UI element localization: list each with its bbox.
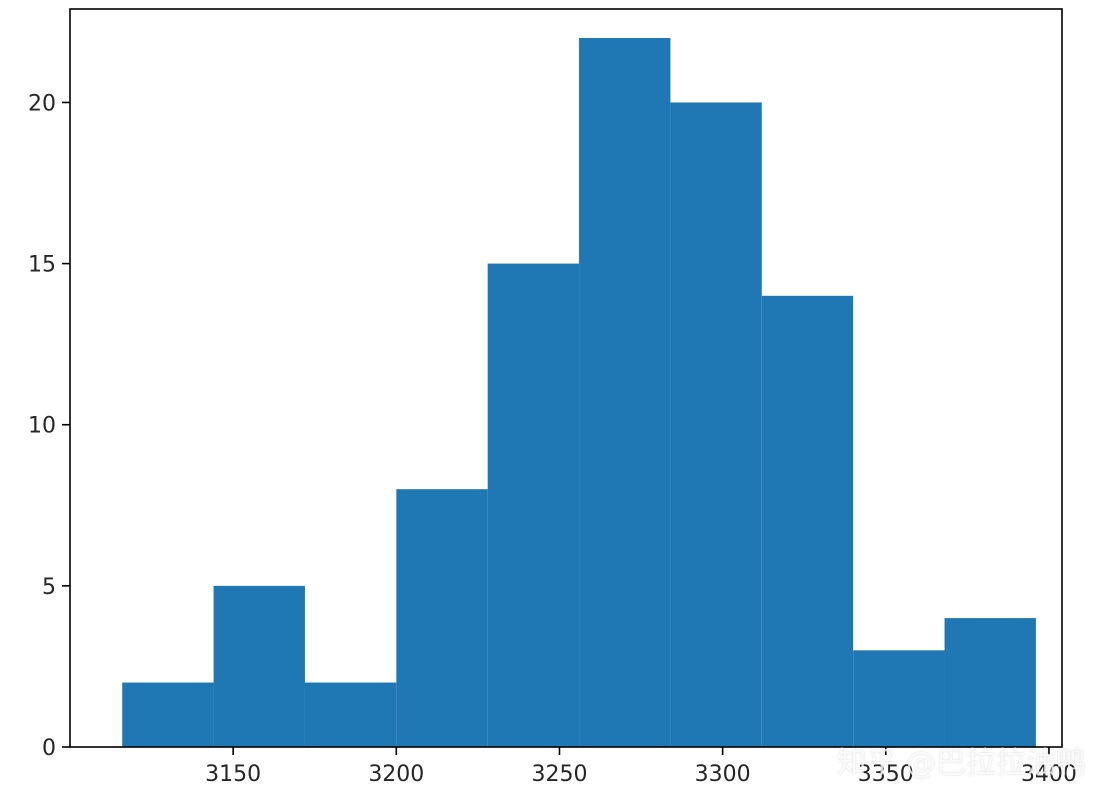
histogram-bar <box>487 263 580 747</box>
watermark-text: 知乎 @巴拉拉油鸭 <box>836 746 1086 781</box>
histogram-bar <box>304 682 397 747</box>
histogram-bar <box>122 682 214 747</box>
y-tick-label: 0 <box>42 736 56 761</box>
x-tick-label: 3150 <box>205 762 261 787</box>
x-tick-label: 3300 <box>695 762 751 787</box>
x-tick-label: 3400 <box>1021 762 1077 787</box>
histogram-bar <box>670 102 762 748</box>
bars-group <box>122 38 1036 748</box>
histogram-bar <box>213 585 305 747</box>
y-tick-label: 20 <box>28 91 56 116</box>
axes-frame <box>69 8 1063 748</box>
histogram-bar <box>853 650 945 747</box>
x-tick-label: 3200 <box>368 762 424 787</box>
y-tick-label: 15 <box>28 253 56 278</box>
x-tick-label: 3350 <box>858 762 914 787</box>
histogram-bar <box>579 38 671 747</box>
x-tick-label: 3250 <box>531 762 587 787</box>
x-axis-ticks: 3150 3200 3250 3300 3350 3400 <box>205 747 1077 787</box>
histogram-bar <box>396 489 488 747</box>
histogram-bar <box>761 295 854 747</box>
y-tick-label: 10 <box>28 414 56 439</box>
y-axis-ticks: 0 5 10 15 20 <box>28 91 70 761</box>
y-tick-label: 5 <box>42 575 56 600</box>
histogram-bar <box>944 618 1036 747</box>
